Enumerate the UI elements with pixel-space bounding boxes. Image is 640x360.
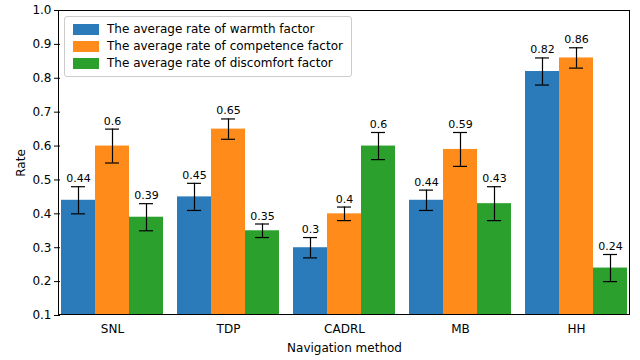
html-text:The average rate of discomfort: The average rate of discomfort factor [107, 56, 333, 70]
svg-text:0.86: 0.86 [564, 33, 589, 46]
svg-text:0.82: 0.82 [530, 43, 555, 56]
svg-text:0.35: 0.35 [250, 210, 275, 223]
svg-text:0.6: 0.6 [32, 139, 51, 153]
svg-text:0.5: 0.5 [32, 173, 51, 187]
svg-text:1.0: 1.0 [32, 3, 51, 17]
svg-text:SNL: SNL [101, 322, 125, 336]
svg-text:Navigation method: Navigation method [287, 341, 402, 355]
svg-text:0.6: 0.6 [104, 115, 122, 128]
svg-text:0.3: 0.3 [302, 223, 320, 236]
svg-text:0.6: 0.6 [370, 118, 388, 131]
svg-text:0.44: 0.44 [66, 172, 91, 185]
svg-text:0.8: 0.8 [32, 71, 51, 85]
svg-text:0.43: 0.43 [482, 172, 507, 185]
svg-text:MB: MB [451, 322, 470, 336]
svg-text:0.39: 0.39 [134, 189, 159, 202]
svg-text:0.2: 0.2 [32, 274, 51, 288]
svg-text:0.45: 0.45 [182, 169, 207, 182]
svg-text:0.7: 0.7 [32, 105, 51, 119]
svg-text:HH: HH [567, 322, 585, 336]
svg-text:Rate: Rate [14, 149, 28, 177]
svg-text:TDP: TDP [216, 322, 241, 336]
svg-text:0.24: 0.24 [598, 240, 623, 253]
svg-text:0.4: 0.4 [32, 207, 51, 221]
svg-text:0.9: 0.9 [32, 37, 51, 51]
svg-text:0.3: 0.3 [32, 241, 51, 255]
svg-text:0.59: 0.59 [448, 118, 473, 131]
svg-text:0.4: 0.4 [336, 193, 354, 206]
svg-text:0.65: 0.65 [216, 104, 241, 117]
svg-text:0.44: 0.44 [414, 176, 439, 189]
html-text:The average rate of competence: The average rate of competence factor [107, 39, 343, 53]
svg-text:CADRL: CADRL [324, 322, 365, 336]
html-text:The average rate of warmth fac: The average rate of warmth factor [107, 22, 315, 36]
svg-text:0.1: 0.1 [32, 308, 51, 322]
